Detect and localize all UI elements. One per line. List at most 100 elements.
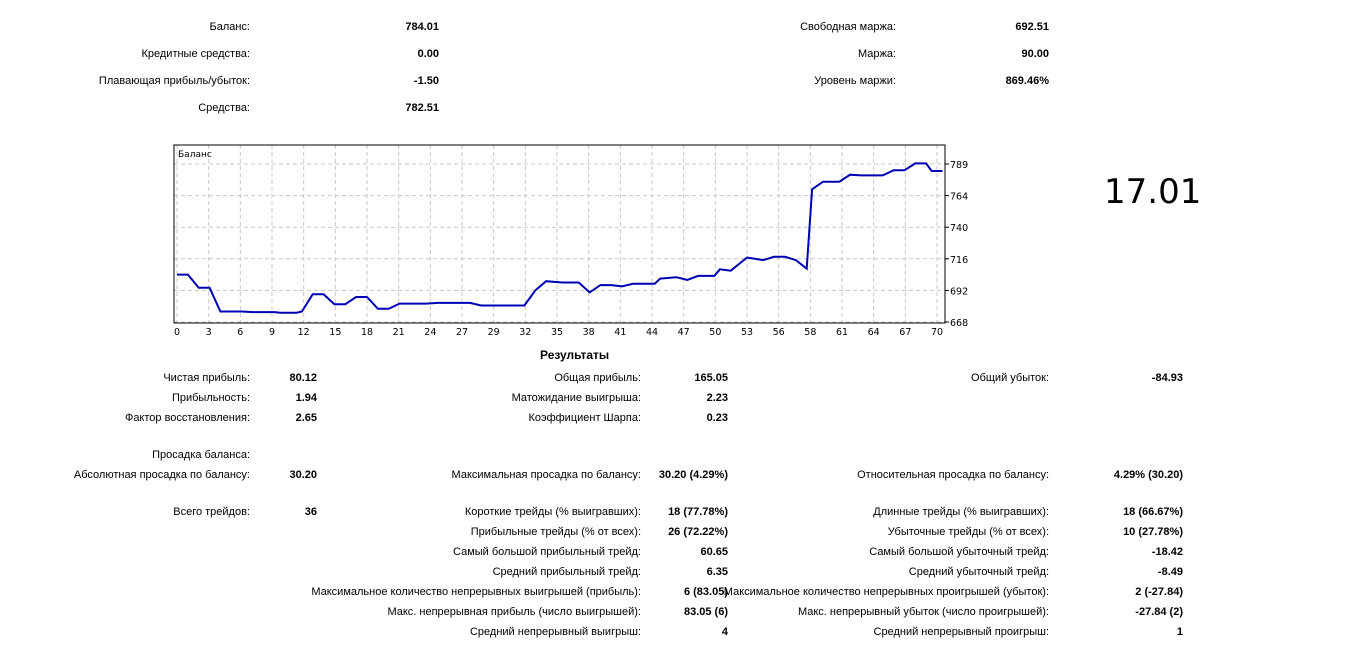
avg-profit-value: 6.35	[706, 566, 728, 578]
x-tick-label: 3	[206, 327, 212, 338]
gross-loss-value: -84.93	[1151, 372, 1183, 384]
margin-value: 90.00	[1021, 48, 1049, 60]
max-dd-label: Максимальная просадка по балансу:	[451, 469, 641, 481]
x-tick-label: 21	[393, 327, 405, 338]
avg-profit-label: Средний прибыльный трейд:	[492, 566, 641, 578]
margin-label: Маржа:	[857, 48, 896, 60]
x-tick-label: 27	[456, 327, 468, 338]
abs-dd-label: Абсолютная просадка по балансу:	[73, 469, 250, 481]
x-tick-label: 47	[678, 327, 690, 338]
max-dd-value: 30.20 (4.29%)	[658, 469, 728, 481]
rel-dd-label: Относительная просадка по балансу:	[857, 469, 1049, 481]
total-trades-label: Всего трейдов:	[173, 506, 250, 518]
balance-label: Баланс:	[209, 21, 250, 33]
profit-trades-label: Прибыльные трейды (% от всех):	[470, 526, 641, 538]
max-cons-loss-value: -27.84 (2)	[1135, 606, 1183, 618]
x-tick-label: 9	[269, 327, 275, 338]
max-cons-loss-label: Макс. непрерывный убыток (число проигрыш…	[797, 606, 1049, 618]
x-tick-label: 53	[741, 327, 753, 338]
equity-label: Средства:	[198, 102, 250, 114]
x-tick-label: 24	[424, 327, 436, 338]
avg-cons-wins-value: 4	[721, 626, 728, 638]
net-profit-label: Чистая прибыль:	[163, 372, 250, 384]
loss-trades-value: 10 (27.78%)	[1123, 526, 1183, 538]
max-cons-losses-label: Максимальное количество непрерывных прои…	[723, 586, 1049, 598]
free-margin-value: 692.51	[1015, 21, 1049, 33]
floating-value: -1.50	[413, 75, 439, 87]
margin-level-value: 869.46%	[1005, 75, 1049, 87]
expected-payoff-label: Матожидание выигрыша:	[511, 392, 641, 404]
x-tick-label: 0	[174, 327, 180, 338]
avg-loss-value: -8.49	[1157, 566, 1183, 578]
x-tick-label: 38	[583, 327, 595, 338]
x-tick-label: 29	[488, 327, 500, 338]
max-cons-losses-value: 2 (-27.84)	[1135, 586, 1183, 598]
credit-value: 0.00	[417, 48, 439, 60]
net-profit-value: 80.12	[289, 372, 317, 384]
avg-cons-losses-value: 1	[1176, 626, 1183, 638]
max-cons-wins-label: Максимальное количество непрерывных выиг…	[311, 586, 641, 598]
x-tick-label: 41	[614, 327, 626, 338]
x-tick-label: 56	[773, 327, 785, 338]
floating-label: Плавающая прибыль/убыток:	[98, 75, 250, 87]
balance-value: 784.01	[405, 21, 439, 33]
y-tick-label: 692	[950, 286, 968, 297]
long-label: Длинные трейды (% выигравших):	[873, 506, 1049, 518]
gross-profit-label: Общая прибыль:	[554, 372, 641, 384]
y-tick-label: 668	[950, 318, 968, 329]
x-tick-label: 58	[804, 327, 816, 338]
avg-cons-wins-label: Средний непрерывный выигрыш:	[469, 626, 641, 638]
x-tick-label: 44	[646, 327, 658, 338]
largest-profit-label: Самый большой прибыльный трейд:	[453, 546, 641, 558]
x-tick-label: 15	[329, 327, 341, 338]
credit-label: Кредитные средства:	[141, 48, 250, 60]
equity-value: 782.51	[405, 102, 439, 114]
balance-chart: 0 3 6 9 12 15 18 21 24 27 29 32 35 38 41 44 47 50 53 56 58 61…	[173, 144, 968, 338]
x-tick-label: 50	[709, 327, 721, 338]
big-value: 17.01	[1104, 172, 1202, 212]
margin-level-label: Уровень маржи:	[814, 75, 896, 87]
gross-loss-label: Общий убыток:	[971, 372, 1049, 384]
sharpe-value: 0.23	[706, 412, 728, 424]
long-value: 18 (66.67%)	[1123, 506, 1183, 518]
recovery-factor-value: 2.65	[295, 412, 317, 424]
max-cons-profit-label: Макс. непрерывная прибыль (число выигрыш…	[387, 606, 641, 618]
recovery-factor-label: Фактор восстановления:	[124, 412, 250, 424]
x-tick-label: 12	[298, 327, 310, 338]
x-tick-label: 70	[931, 327, 943, 338]
plot-border	[173, 144, 946, 324]
abs-dd-value: 30.20	[289, 469, 317, 481]
chart-title: Баланс	[178, 150, 212, 160]
results-title: Результаты	[540, 348, 610, 362]
plot-area	[174, 145, 945, 323]
drawdown-header: Просадка баланса:	[152, 449, 250, 461]
x-tick-label: 32	[519, 327, 531, 338]
gross-profit-value: 165.05	[694, 372, 728, 384]
expected-payoff-value: 2.23	[706, 392, 728, 404]
profit-factor-label: Прибыльность:	[171, 392, 250, 404]
max-cons-profit-value: 83.05 (6)	[683, 606, 728, 618]
x-tick-label: 61	[836, 327, 848, 338]
avg-loss-label: Средний убыточный трейд:	[908, 566, 1049, 578]
x-tick-label: 35	[551, 327, 563, 338]
x-tick-label: 64	[868, 327, 880, 338]
largest-loss-value: -18.42	[1151, 546, 1183, 558]
x-tick-label: 67	[899, 327, 911, 338]
balance-line	[177, 162, 943, 314]
short-value: 18 (77.78%)	[668, 506, 728, 518]
max-cons-wins-value: 6 (83.05)	[683, 586, 728, 598]
y-tick-label: 740	[950, 223, 968, 234]
y-tick-label: 764	[950, 192, 968, 203]
largest-loss-label: Самый большой убыточный трейд:	[869, 546, 1049, 558]
sharpe-label: Коэффициент Шарпа:	[528, 412, 641, 424]
free-margin-label: Свободная маржа:	[800, 21, 896, 33]
y-tick-label: 716	[950, 255, 968, 266]
x-tick-label: 6	[237, 327, 243, 338]
rel-dd-value: 4.29% (30.20)	[1113, 469, 1183, 481]
y-tick-label: 789	[950, 160, 968, 171]
avg-cons-losses-label: Средний непрерывный проигрыш:	[873, 626, 1049, 638]
loss-trades-label: Убыточные трейды (% от всех):	[887, 526, 1049, 538]
total-trades-value: 36	[304, 506, 317, 518]
short-label: Короткие трейды (% выигравших):	[464, 506, 641, 518]
x-tick-label: 18	[361, 327, 373, 338]
